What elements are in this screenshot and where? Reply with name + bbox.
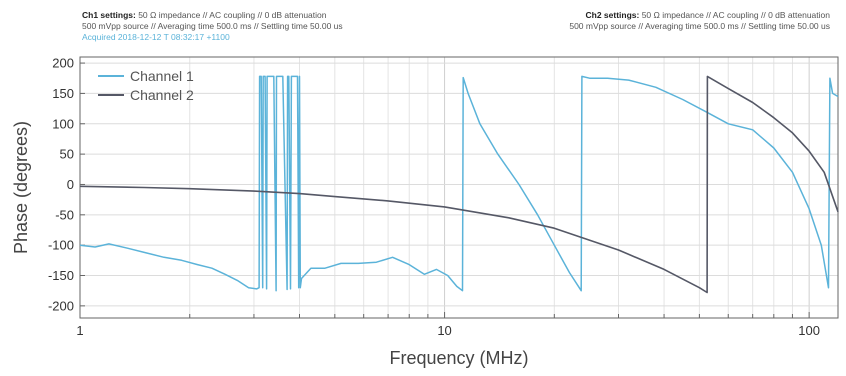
legend-label-ch2: Channel 2 xyxy=(130,87,194,103)
axis-ticks: -200 -150 -100 -50 0 50 100 150 200 1 10 100 xyxy=(48,56,820,338)
acquired-timestamp: Acquired 2018-12-12 T 08:32:17 +1100 xyxy=(82,32,230,42)
x-tick-label: 10 xyxy=(437,323,451,338)
x-axis-label: Frequency (MHz) xyxy=(389,348,528,368)
ch1-settings-text1: 50 Ω impedance // AC coupling // 0 dB at… xyxy=(135,10,327,20)
ch2-settings-line1: Ch2 settings: 50 Ω impedance // AC coupl… xyxy=(569,10,831,21)
ch2-settings-text1: 50 Ω impedance // AC coupling // 0 dB at… xyxy=(639,10,830,20)
y-tick-label: -50 xyxy=(55,207,74,222)
y-tick-label: -150 xyxy=(48,268,74,283)
x-tick-label: 100 xyxy=(798,323,820,338)
y-tick-label: 0 xyxy=(67,177,74,192)
ch1-settings-line1: Ch1 settings: 50 Ω impedance // AC coupl… xyxy=(82,10,343,21)
y-tick-label: 50 xyxy=(60,147,74,162)
plot-frame xyxy=(79,56,839,319)
y-tick-label: -200 xyxy=(48,298,74,313)
ch2-settings-header: Ch2 settings: 50 Ω impedance // AC coupl… xyxy=(569,10,830,32)
ch1-settings-line2: 500 mVpp source // Averaging time 500.0 … xyxy=(82,21,343,31)
ch2-settings-label: Ch2 settings: xyxy=(585,10,640,20)
data-series xyxy=(79,75,839,294)
legend: Channel 1 Channel 2 xyxy=(98,68,194,103)
series-line-ch1 xyxy=(79,75,839,292)
y-axis-label: Phase (degrees) xyxy=(11,121,31,254)
y-tick-label: 200 xyxy=(52,56,74,71)
legend-label-ch1: Channel 1 xyxy=(130,68,194,84)
series-line-ch2 xyxy=(79,75,839,294)
x-tick-label: 1 xyxy=(76,323,83,338)
ch1-settings-header: Ch1 settings: 50 Ω impedance // AC coupl… xyxy=(82,10,343,43)
ch2-settings-line2: 500 mVpp source // Averaging time 500.0 … xyxy=(569,21,830,31)
chart-grid xyxy=(79,57,838,318)
ch1-settings-label: Ch1 settings: xyxy=(82,10,136,20)
y-tick-label: 100 xyxy=(52,116,74,131)
y-tick-label: 150 xyxy=(52,86,74,101)
y-tick-label: -100 xyxy=(48,238,74,253)
